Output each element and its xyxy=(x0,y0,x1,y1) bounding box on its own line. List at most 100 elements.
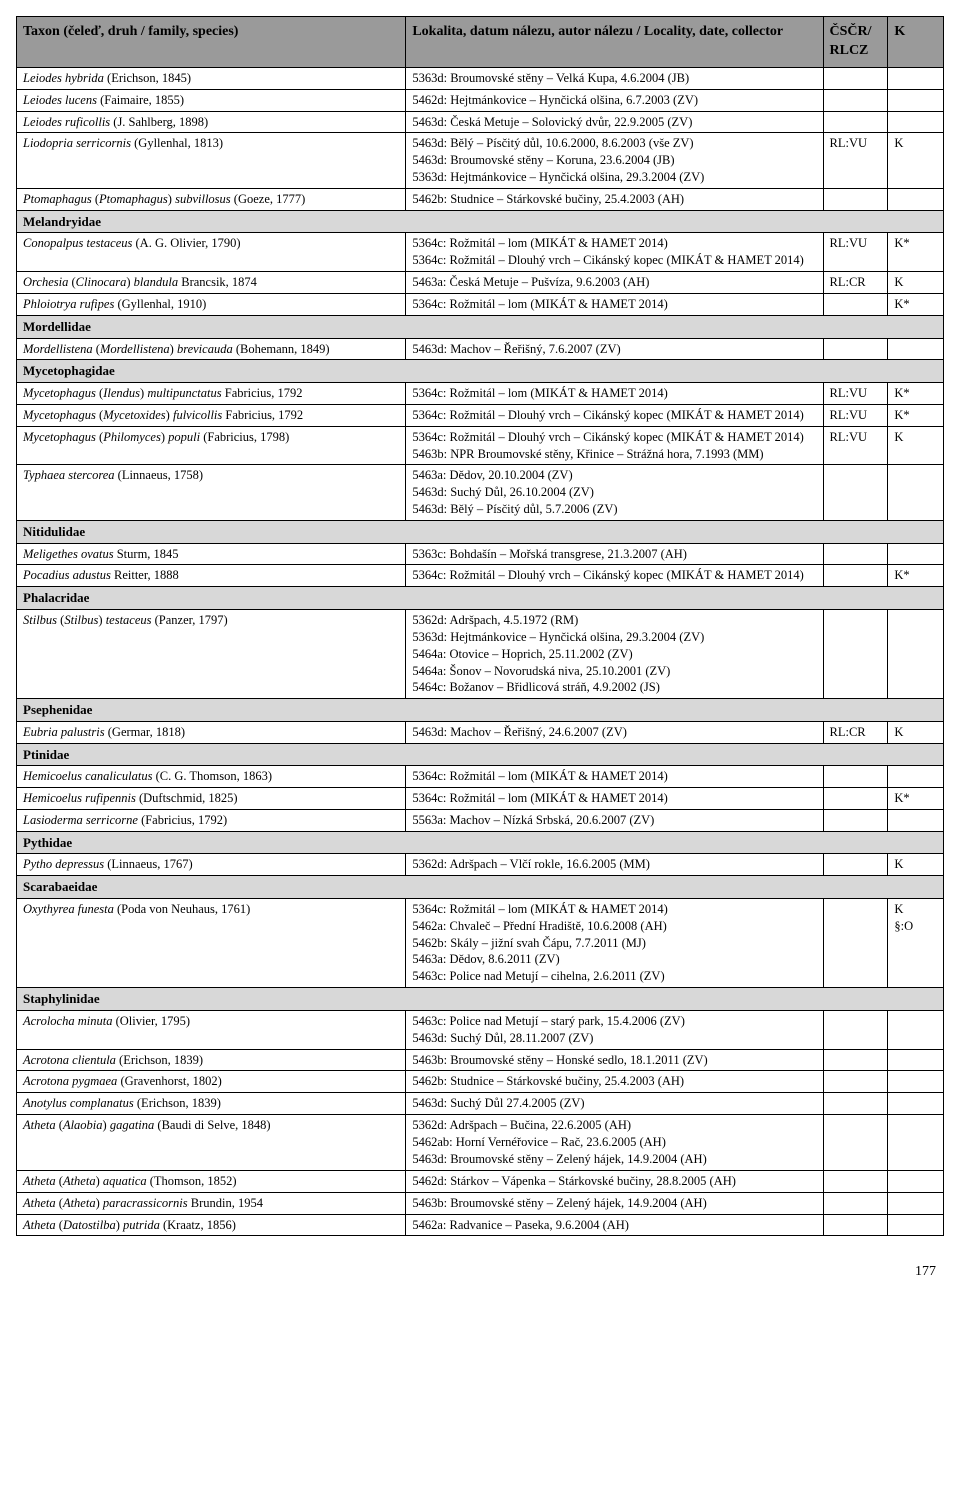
family-row: Pythidae xyxy=(17,831,944,854)
cscr-cell xyxy=(823,189,888,211)
taxon-cell: Pocadius adustus Reitter, 1888 xyxy=(17,565,406,587)
cscr-cell xyxy=(823,1115,888,1171)
locality-cell: 5364c: Rožmitál – Dlouhý vrch – Cikánský… xyxy=(406,404,823,426)
k-cell xyxy=(888,1071,944,1093)
table-row: Mordellistena (Mordellistena) brevicauda… xyxy=(17,338,944,360)
k-cell xyxy=(888,1170,944,1192)
cscr-cell xyxy=(823,67,888,89)
th-cscr: ČSČR/ RLCZ xyxy=(823,17,888,68)
locality-cell: 5462b: Studnice – Stárkovské bučiny, 25.… xyxy=(406,189,823,211)
locality-cell: 5364c: Rožmitál – lom (MIKÁT & HAMET 201… xyxy=(406,898,823,987)
k-cell xyxy=(888,111,944,133)
taxon-cell: Acrotona clientula (Erichson, 1839) xyxy=(17,1049,406,1071)
family-label: Scarabaeidae xyxy=(17,876,944,899)
locality-cell: 5463b: Broumovské stěny – Zelený hájek, … xyxy=(406,1192,823,1214)
locality-cell: 5364c: Rožmitál – lom (MIKÁT & HAMET 201… xyxy=(406,382,823,404)
taxon-cell: Atheta (Alaobia) gagatina (Baudi di Selv… xyxy=(17,1115,406,1171)
locality-cell: 5362d: Adršpach, 4.5.1972 (RM)5363d: Hej… xyxy=(406,609,823,698)
k-cell: K* xyxy=(888,565,944,587)
family-row: Phalacridae xyxy=(17,587,944,610)
locality-cell: 5363c: Bohdašín – Mořská transgrese, 21.… xyxy=(406,543,823,565)
taxon-cell: Acrotona pygmaea (Gravenhorst, 1802) xyxy=(17,1071,406,1093)
taxon-cell: Mycetophagus (Mycetoxides) fulvicollis F… xyxy=(17,404,406,426)
cscr-cell xyxy=(823,1093,888,1115)
locality-cell: 5364c: Rožmitál – Dlouhý vrch – Cikánský… xyxy=(406,565,823,587)
k-cell xyxy=(888,189,944,211)
family-label: Mycetophagidae xyxy=(17,360,944,383)
taxon-cell: Stilbus (Stilbus) testaceus (Panzer, 179… xyxy=(17,609,406,698)
table-row: Meligethes ovatus Sturm, 18455363c: Bohd… xyxy=(17,543,944,565)
locality-cell: 5364c: Rožmitál – lom (MIKÁT & HAMET 201… xyxy=(406,294,823,316)
cscr-cell xyxy=(823,898,888,987)
k-cell xyxy=(888,766,944,788)
species-table: Taxon (čeleď, druh / family, species) Lo… xyxy=(16,16,944,1236)
family-row: Melandryidae xyxy=(17,210,944,233)
taxon-cell: Anotylus complanatus (Erichson, 1839) xyxy=(17,1093,406,1115)
cscr-cell xyxy=(823,854,888,876)
locality-cell: 5463b: Broumovské stěny – Honské sedlo, … xyxy=(406,1049,823,1071)
taxon-cell: Mycetophagus (Ilendus) multipunctatus Fa… xyxy=(17,382,406,404)
cscr-cell xyxy=(823,766,888,788)
family-label: Ptinidae xyxy=(17,743,944,766)
taxon-cell: Atheta (Atheta) paracrassicornis Brundin… xyxy=(17,1192,406,1214)
table-row: Atheta (Datostilba) putrida (Kraatz, 185… xyxy=(17,1214,944,1236)
taxon-cell: Typhaea stercorea (Linnaeus, 1758) xyxy=(17,465,406,521)
locality-cell: 5463d: Machov – Řeřišný, 24.6.2007 (ZV) xyxy=(406,721,823,743)
taxon-cell: Pytho depressus (Linnaeus, 1767) xyxy=(17,854,406,876)
k-cell xyxy=(888,1049,944,1071)
k-cell xyxy=(888,1192,944,1214)
cscr-cell: RL:VU xyxy=(823,426,888,465)
cscr-cell xyxy=(823,543,888,565)
family-label: Staphylinidae xyxy=(17,988,944,1011)
family-row: Scarabaeidae xyxy=(17,876,944,899)
family-label: Melandryidae xyxy=(17,210,944,233)
k-cell xyxy=(888,1010,944,1049)
th-taxon: Taxon (čeleď, druh / family, species) xyxy=(17,17,406,68)
cscr-cell: RL:VU xyxy=(823,404,888,426)
k-cell xyxy=(888,809,944,831)
k-cell: K xyxy=(888,426,944,465)
k-cell: K* xyxy=(888,788,944,810)
family-label: Pythidae xyxy=(17,831,944,854)
table-row: Hemicoelus canaliculatus (C. G. Thomson,… xyxy=(17,766,944,788)
taxon-cell: Eubria palustris (Germar, 1818) xyxy=(17,721,406,743)
table-row: Conopalpus testaceus (A. G. Olivier, 179… xyxy=(17,233,944,272)
family-row: Mycetophagidae xyxy=(17,360,944,383)
family-label: Mordellidae xyxy=(17,315,944,338)
locality-cell: 5463d: Bělý – Písčitý důl, 10.6.2000, 8.… xyxy=(406,133,823,189)
cscr-cell xyxy=(823,338,888,360)
taxon-cell: Conopalpus testaceus (A. G. Olivier, 179… xyxy=(17,233,406,272)
taxon-cell: Hemicoelus canaliculatus (C. G. Thomson,… xyxy=(17,766,406,788)
table-row: Atheta (Alaobia) gagatina (Baudi di Selv… xyxy=(17,1115,944,1171)
locality-cell: 5364c: Rožmitál – lom (MIKÁT & HAMET 201… xyxy=(406,233,823,272)
th-k: K xyxy=(888,17,944,68)
table-row: Ptomaphagus (Ptomaphagus) subvillosus (G… xyxy=(17,189,944,211)
family-label: Nitidulidae xyxy=(17,521,944,544)
table-row: Acrotona clientula (Erichson, 1839)5463b… xyxy=(17,1049,944,1071)
taxon-cell: Acrolocha minuta (Olivier, 1795) xyxy=(17,1010,406,1049)
taxon-cell: Leiodes ruficollis (J. Sahlberg, 1898) xyxy=(17,111,406,133)
table-row: Atheta (Atheta) paracrassicornis Brundin… xyxy=(17,1192,944,1214)
k-cell: K* xyxy=(888,382,944,404)
table-row: Pytho depressus (Linnaeus, 1767)5362d: A… xyxy=(17,854,944,876)
page-number: 177 xyxy=(16,1264,944,1280)
table-row: Oxythyrea funesta (Poda von Neuhaus, 176… xyxy=(17,898,944,987)
taxon-cell: Leiodes hybrida (Erichson, 1845) xyxy=(17,67,406,89)
taxon-cell: Mordellistena (Mordellistena) brevicauda… xyxy=(17,338,406,360)
taxon-cell: Ptomaphagus (Ptomaphagus) subvillosus (G… xyxy=(17,189,406,211)
family-row: Psephenidae xyxy=(17,699,944,722)
table-row: Acrolocha minuta (Olivier, 1795)5463c: P… xyxy=(17,1010,944,1049)
k-cell xyxy=(888,1214,944,1236)
cscr-cell: RL:VU xyxy=(823,233,888,272)
k-cell xyxy=(888,609,944,698)
table-row: Eubria palustris (Germar, 1818)5463d: Ma… xyxy=(17,721,944,743)
k-cell xyxy=(888,338,944,360)
locality-cell: 5463d: Česká Metuje – Solovický dvůr, 22… xyxy=(406,111,823,133)
locality-cell: 5462a: Radvanice – Paseka, 9.6.2004 (AH) xyxy=(406,1214,823,1236)
cscr-cell xyxy=(823,788,888,810)
cscr-cell xyxy=(823,89,888,111)
locality-cell: 5364c: Rožmitál – lom (MIKÁT & HAMET 201… xyxy=(406,766,823,788)
taxon-cell: Mycetophagus (Philomyces) populi (Fabric… xyxy=(17,426,406,465)
cscr-cell: RL:CR xyxy=(823,272,888,294)
taxon-cell: Liodopria serricornis (Gyllenhal, 1813) xyxy=(17,133,406,189)
